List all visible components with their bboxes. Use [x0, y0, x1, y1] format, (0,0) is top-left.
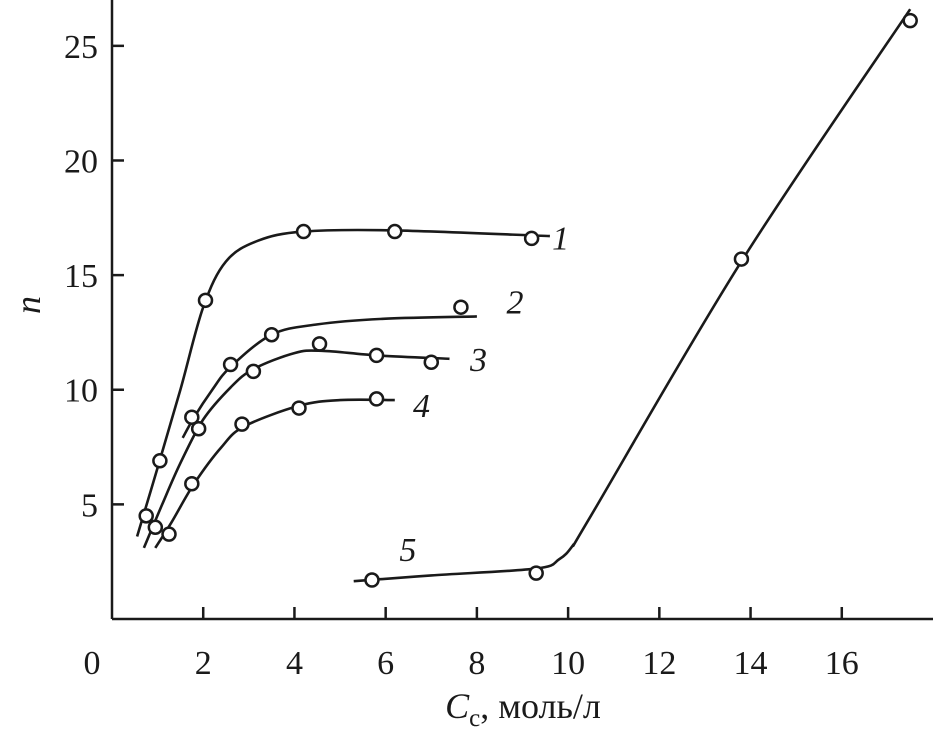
y-axis-title: n [8, 296, 48, 314]
y-ticks: 5 10 15 20 25 [64, 29, 124, 524]
points [138, 12, 918, 588]
series-1-point [295, 223, 312, 240]
x-tick-label: 4 [286, 645, 303, 682]
x-tick-label: 14 [734, 645, 768, 682]
series-1-point [138, 508, 154, 524]
series-3-point [423, 354, 440, 370]
series-4-point [161, 526, 177, 542]
series-3-point [190, 420, 207, 437]
series-5-label: 5 [399, 532, 416, 569]
x-tick-label: 10 [551, 645, 585, 682]
series-3-point [245, 363, 262, 380]
x-axis-title: Cc, моль/л [445, 686, 601, 732]
series-2-point [184, 409, 200, 426]
series-5-point [733, 251, 750, 267]
x-axis-title-subscript: c [469, 705, 480, 732]
series-3-label: 3 [469, 342, 487, 379]
x-tick-label: 6 [377, 645, 394, 682]
series-2-curve [181, 315, 477, 439]
series-4-point [368, 391, 385, 407]
series-1-label: 1 [552, 220, 569, 257]
series-1-point [197, 292, 214, 309]
series-2-label: 2 [507, 285, 524, 322]
series-3-point [368, 347, 385, 364]
x-tick-label: 0 [84, 645, 101, 682]
series-2-point [222, 356, 239, 373]
x-tick-label: 16 [825, 645, 859, 682]
series-1-point [152, 453, 168, 469]
series-4-point [291, 400, 307, 416]
series-1-point [387, 223, 403, 240]
series-2-point [263, 326, 280, 343]
y-tick-label: 25 [64, 29, 98, 66]
series-3-curve [142, 349, 450, 549]
series-3-point [147, 519, 164, 536]
series-5-curve [353, 8, 912, 583]
series-5-point [364, 572, 380, 588]
x-tick-label: 12 [642, 645, 676, 682]
series-4-point [184, 475, 200, 492]
x-tick-label: 8 [468, 645, 485, 682]
y-tick-label: 5 [81, 487, 98, 524]
x-axis-title-symbol: C [445, 686, 470, 726]
series-4-label: 4 [413, 388, 430, 425]
curves [135, 8, 912, 583]
y-tick-label: 10 [64, 373, 98, 410]
series-1-point [523, 230, 540, 247]
x-axis-title-units: , моль/л [480, 686, 601, 726]
x-ticks: 0 2 4 6 8 10 12 14 16 [84, 607, 859, 682]
series-3-point [311, 336, 328, 352]
series-4-curve [154, 398, 395, 549]
y-tick-label: 20 [64, 143, 98, 180]
y-tick-label: 15 [64, 258, 98, 295]
series-4-point [234, 416, 250, 432]
series-5-point [902, 12, 918, 29]
axes [110, 0, 933, 621]
x-tick-label: 2 [195, 645, 212, 682]
series-5-point [528, 565, 544, 581]
series-2-point [453, 299, 469, 315]
series-1-curve [135, 228, 550, 537]
series-labels: 123 4 5 [399, 220, 569, 569]
